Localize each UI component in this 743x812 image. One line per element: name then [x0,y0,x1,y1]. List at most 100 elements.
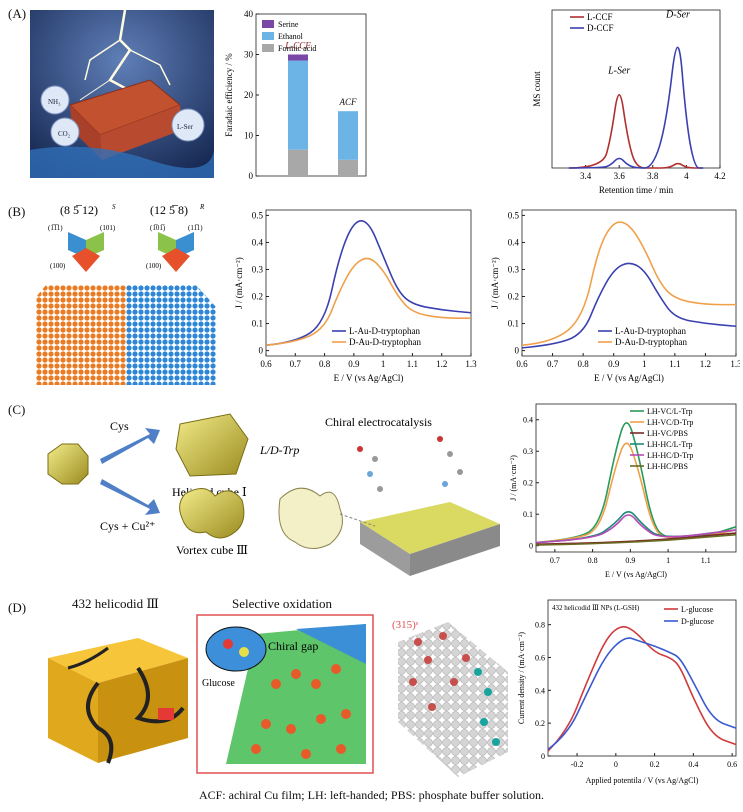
right-facet-sup: R [199,203,205,211]
helicoid-title: 432 helicodid Ⅲ [72,596,159,611]
plot-title: 432 helicodid Ⅲ NPs (L-GSH) [552,604,640,612]
legend-entry: LH-VC/D-Trp [647,418,693,427]
lower-arrow [100,479,160,515]
x-axis-label: Retention time / min [599,185,674,195]
vortex-cube [179,488,245,539]
legend-entry: D-Au-D-tryptophan [349,337,421,347]
x-tick-label: 1.1 [701,556,711,565]
x-tick-label: 4.2 [714,171,725,181]
series-line-2 [547,637,737,751]
x-tick-label: 3.4 [580,171,592,181]
y-axis-label: Current density / (mA·cm⁻²) [517,632,526,724]
lightning-catalysis-illustration: NH₃ CO₂ L-Ser [30,10,214,178]
upper-arrow [100,428,160,464]
octahedral-seed [47,443,89,485]
cv-chart-left: 0.6 0.7 0.8 0.9 1 1.1 1.2 1.3 0 0.1 0.2 0.3 0.4 0.5 J … [234,209,477,383]
series-line-2 [521,221,736,346]
legend-entry: L-Au-D-tryptophan [615,326,686,336]
facet-diagram: (8 5̅ 12) S (12 5̅ 8) R (1̅1̅1) (101) (1… [48,203,205,272]
y-tick-label: 0 [515,346,520,356]
x-tick-label: 3.6 [614,171,626,181]
legend-entry: LH-HC/D-Trp [647,451,693,460]
y-tick-label: 0.3 [252,264,264,274]
x-tick-label: 1.1 [407,359,418,369]
y-tick-label: 0.5 [508,210,520,220]
series-line-2 [535,442,737,544]
right-facet-l2: (11̅1) [188,224,203,232]
x-tick-label: 4 [684,171,689,181]
trp-molecules [357,436,463,492]
panel-label-a: (A) [8,6,27,21]
plot-frame [521,209,737,357]
y-axis-label: J / (mA·cm⁻²) [490,257,500,308]
x-tick-label: 0.8 [578,359,590,369]
legend-entry: L-glucose [681,605,713,614]
x-tick-label: 0.8 [319,359,331,369]
panel-label-d: (D) [8,600,27,615]
x-tick-label: 1 [381,359,386,369]
y-tick-label: 0.4 [252,237,264,247]
cys-label: Cys [110,419,129,433]
facet-index-label: (315)ˢ [392,619,419,631]
x-tick-label: 0.9 [348,359,360,369]
legend-swatch [262,32,274,40]
y-tick-label: 0.3 [523,447,533,456]
legend-entry: D-CCF [587,23,614,33]
right-facet-l3: (100) [146,262,162,270]
y-tick-label: 0.2 [535,719,545,728]
y-tick-label: 0.5 [252,210,264,220]
left-facet-l1: (1̅1̅1) [48,224,63,232]
panel-label-c: (C) [8,402,26,417]
x-tick-label: 0.7 [547,359,559,369]
y-tick-label: 0.1 [252,319,263,329]
x-tick-label: -0.2 [571,760,584,769]
surface-atom-model: (315)ˢ [392,619,508,777]
legend-entry: Serine [278,20,299,29]
x-tick-label: 1.1 [669,359,680,369]
y-tick-label: 0.4 [523,416,533,425]
selective-oxidation-inset: Chiral gap Glucose [196,614,374,774]
series-line-3 [535,532,737,545]
x-tick-label: 0.2 [650,760,660,769]
legend-entry: Formic acid [278,44,316,53]
selective-oxidation-title: Selective oxidation [232,596,333,611]
x-tick-label: 0.6 [260,359,272,369]
series-line-1 [535,422,737,544]
y-tick-label: 0.2 [508,292,519,302]
series-line-6 [535,533,737,546]
series-line-2 [265,257,471,346]
panel-label-b: (B) [8,204,26,219]
bar-segment [338,111,358,160]
bar-label: L-CCF [284,41,311,51]
cv-chart-right: 0.6 0.7 0.8 0.9 1 1.1 1.2 1.3 0 0.1 0.2 0.3 0.4 0.5 J … [490,209,740,383]
y-tick-label: 0.4 [535,686,545,695]
bar-segment [288,149,308,176]
x-tick-label: 1.2 [436,359,447,369]
plot-frame [547,599,737,757]
legend-swatch [262,20,274,28]
ms-count-chart: 3.4 3.6 3.8 4 4.2 MS count Retention time / mi… [532,9,726,195]
left-facet-title: (8 5̅ 12) [60,203,98,217]
lser-label: L-Ser [177,123,194,131]
plot-frame [265,209,472,357]
right-facet-l1: (1̅01̅) [150,224,166,232]
x-tick-label: 0.7 [550,556,560,565]
legend-entry: LH-HC/L-Trp [647,440,692,449]
series-line-1 [568,94,704,169]
x-tick-label: 1 [666,556,670,565]
series-line-1 [521,262,737,349]
vortex-label: Vortex cube Ⅲ [176,543,248,557]
y-tick-label: 0 [259,346,264,356]
right-facet-title: (12 5̅ 8) [150,203,188,217]
glucose-label: Glucose [202,678,235,689]
x-tick-label: 0.6 [516,359,528,369]
legend-entry: LH-VC/PBS [647,429,688,438]
x-axis-label: E / V (vs Ag/AgCl) [334,373,404,383]
legend-entry: LH-HC/PBS [647,462,688,471]
x-tick-label: 1 [642,359,647,369]
y-tick-label: 0.2 [523,479,533,488]
left-facet-l3: (100) [50,262,66,270]
chiral-gap-label: Chiral gap [268,639,318,653]
nanoparticle-lattice [36,285,216,385]
x-tick-label: 0.8 [588,556,598,565]
